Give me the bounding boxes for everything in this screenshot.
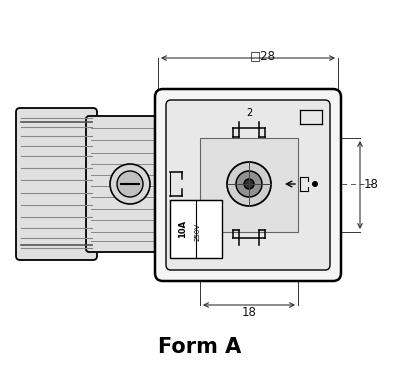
FancyBboxPatch shape [166,100,330,270]
Circle shape [110,164,150,204]
Circle shape [312,181,318,187]
Text: Form A: Form A [158,337,242,357]
Text: 10A: 10A [178,220,188,238]
Circle shape [227,162,271,206]
Bar [170,200,222,258]
Text: 18: 18 [364,178,378,192]
FancyBboxPatch shape [86,116,174,252]
Text: □28: □28 [250,50,276,62]
Circle shape [236,171,262,197]
Circle shape [244,179,254,189]
FancyBboxPatch shape [155,89,341,281]
FancyBboxPatch shape [16,108,97,260]
Text: 18: 18 [242,307,256,319]
Bar [200,138,298,232]
Text: 250V~: 250V~ [195,217,201,241]
Text: 2: 2 [246,108,252,118]
Circle shape [117,171,143,197]
